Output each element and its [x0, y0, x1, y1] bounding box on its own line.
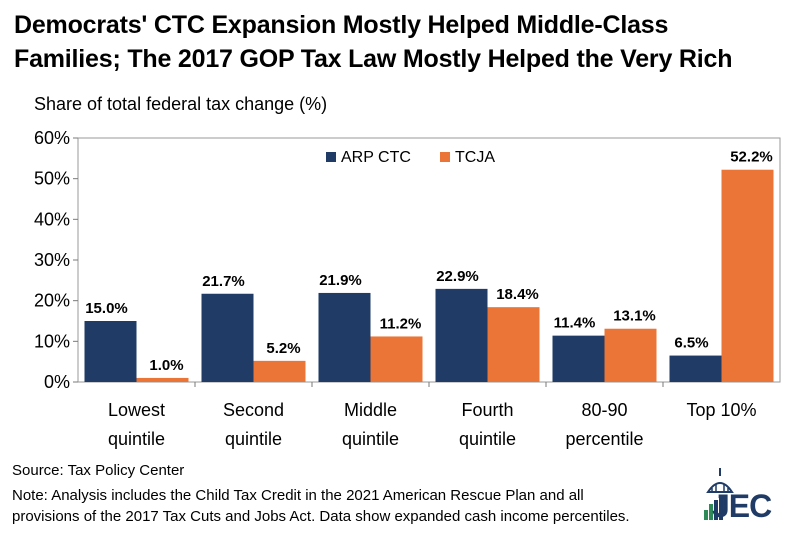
- y-tick-label: 50%: [34, 169, 70, 189]
- legend-swatch: [326, 152, 336, 162]
- bar-arp-ctc: [201, 293, 254, 382]
- source-note: Source: Tax Policy Center: [12, 462, 185, 479]
- bar-arp-ctc: [84, 321, 137, 382]
- x-category-label: quintile: [342, 429, 399, 449]
- data-label: 18.4%: [496, 286, 539, 303]
- data-label: 11.2%: [380, 315, 422, 332]
- data-label: 1.0%: [149, 357, 183, 374]
- y-axis-label: Share of total federal tax change (%): [34, 94, 328, 114]
- bar-arp-ctc: [669, 355, 722, 382]
- x-category-label: quintile: [459, 429, 516, 449]
- chart-title: Democrats' CTC Expansion Mostly Helped M…: [14, 8, 794, 76]
- bar-arp-ctc: [552, 335, 605, 382]
- bar-chart: 0% 10% 20% 30% 40% 50% 60% 15.0% 1.0% Lowest quint…: [34, 128, 781, 449]
- legend-label: ARP CTC: [341, 149, 411, 166]
- x-category-label: percentile: [565, 429, 643, 449]
- bar-tcja: [487, 307, 540, 382]
- jec-logo-text: JEC: [712, 488, 772, 524]
- x-category-label: Second: [223, 400, 284, 420]
- x-category-label: quintile: [108, 429, 165, 449]
- bar-arp-ctc: [435, 288, 488, 382]
- x-category-label: 80-90: [581, 400, 627, 420]
- bar-tcja: [253, 360, 306, 382]
- chart-title-line-1: Democrats' CTC Expansion Mostly Helped M…: [14, 11, 669, 39]
- data-label: 5.2%: [266, 340, 300, 357]
- bar-tcja: [604, 328, 657, 382]
- legend-swatch: [440, 152, 450, 162]
- bar-tcja: [721, 169, 774, 382]
- data-label: 15.0%: [85, 300, 128, 317]
- footnote: Note: Analysis includes the Child Tax Cr…: [12, 485, 692, 527]
- data-label: 52.2%: [730, 149, 773, 166]
- y-tick-label: 10%: [34, 331, 70, 351]
- footnote-line-2: provisions of the 2017 Tax Cuts and Jobs…: [12, 508, 630, 525]
- data-label: 13.1%: [613, 308, 656, 325]
- data-label: 6.5%: [674, 335, 708, 352]
- x-category-label: Middle: [344, 400, 397, 420]
- y-tick-label: 60%: [34, 128, 70, 148]
- y-tick-label: 40%: [34, 209, 70, 229]
- x-category-label: Lowest: [108, 400, 165, 420]
- y-tick-label: 20%: [34, 291, 70, 311]
- bar-arp-ctc: [318, 292, 371, 382]
- y-tick-label: 30%: [34, 250, 70, 270]
- data-label: 21.7%: [202, 273, 245, 290]
- chart-title-line-2: Families; The 2017 GOP Tax Law Mostly He…: [14, 45, 733, 73]
- bar-tcja: [370, 336, 423, 382]
- y-tick-label: 0%: [44, 372, 70, 392]
- data-label: 11.4%: [554, 315, 596, 332]
- data-label: 22.9%: [436, 268, 479, 285]
- capitol-dome-icon: [704, 468, 734, 520]
- legend-label: TCJA: [455, 149, 495, 166]
- bar-tcja: [136, 377, 189, 382]
- data-label: 21.9%: [319, 272, 362, 289]
- x-category-label: quintile: [225, 429, 282, 449]
- footnote-line-1: Note: Analysis includes the Child Tax Cr…: [12, 487, 584, 504]
- x-category-label: Fourth: [461, 400, 513, 420]
- x-category-label: Top 10%: [686, 400, 756, 420]
